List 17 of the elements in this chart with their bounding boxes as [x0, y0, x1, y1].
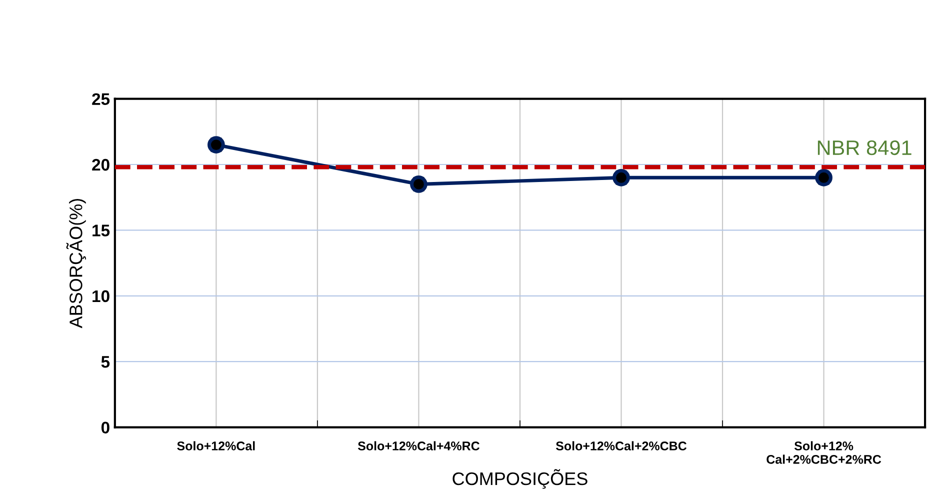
y-tick-label: 20 [92, 158, 110, 171]
x-tick-label: Solo+12%Cal+4%RC [358, 441, 480, 450]
y-tick-label: 15 [92, 224, 110, 236]
y-tick-label: 0 [101, 422, 110, 434]
x-tick-label: Solo+12%Cal+2%CBC [556, 441, 687, 450]
x-tick-label: Solo+12%Cal [177, 441, 255, 450]
point [208, 136, 225, 154]
ref-line-label: NBR 8491 [818, 140, 912, 156]
y-tick-label: 5 [101, 356, 110, 368]
y-axis-title: ABSORÇÃO(%) [66, 198, 86, 328]
x-axis-title: COMPOSIÇÕES [452, 469, 588, 489]
y-tick-label: 25 [92, 93, 110, 106]
point [410, 176, 428, 193]
y-tick-label: 10 [92, 290, 110, 302]
point [612, 168, 630, 186]
x-tick-label: Solo+12% Cal+2%CBC+2%RC [766, 441, 882, 464]
point [815, 168, 832, 186]
